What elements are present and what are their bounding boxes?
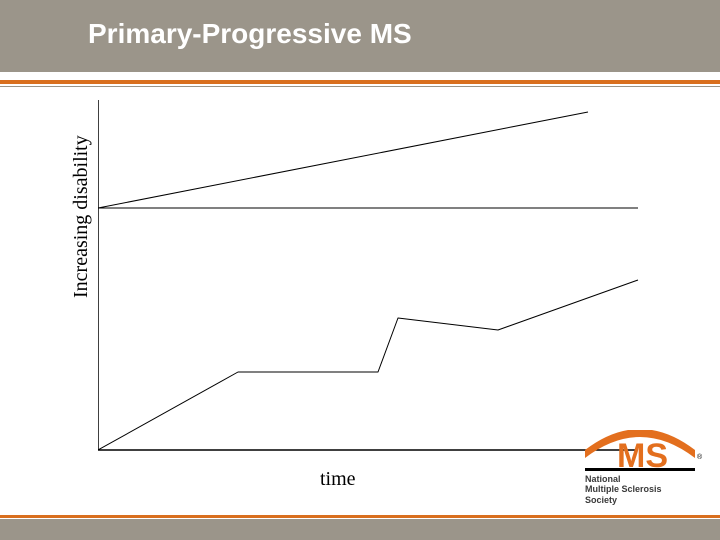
slide-title: Primary-Progressive MS bbox=[88, 18, 412, 50]
y-axis-label: Increasing disability bbox=[70, 135, 93, 298]
orange-divider bbox=[0, 80, 720, 84]
x-axis-label: time bbox=[320, 468, 356, 491]
logo-trademark: ® bbox=[697, 454, 702, 461]
ms-logo-mark-icon: MS bbox=[585, 430, 695, 472]
disability-chart bbox=[98, 100, 658, 465]
footer-orange-divider bbox=[0, 515, 720, 518]
footer-band bbox=[0, 519, 720, 540]
logo-org-name: NationalMultiple SclerosisSociety bbox=[585, 474, 662, 505]
svg-text:MS: MS bbox=[617, 437, 668, 472]
nmss-logo: MS ® NationalMultiple SclerosisSociety bbox=[585, 430, 695, 477]
grey-divider bbox=[0, 86, 720, 87]
